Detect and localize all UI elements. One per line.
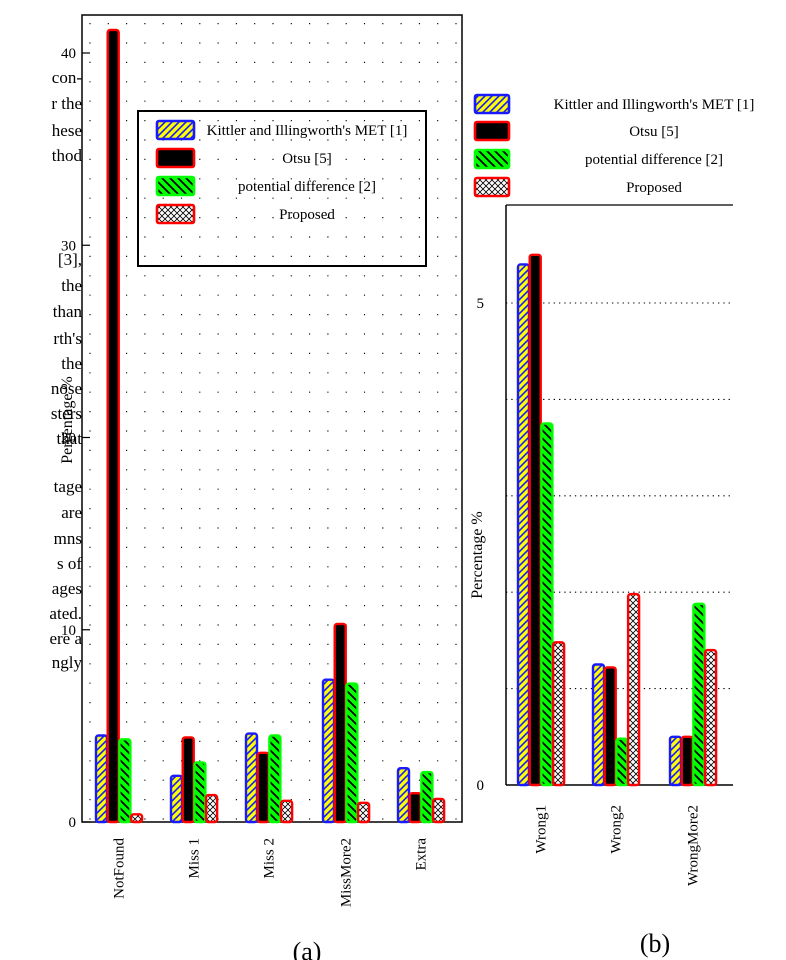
bar [626, 592, 641, 787]
background-text-line: con- [51, 68, 82, 87]
background-text-line: ere a [49, 629, 82, 648]
x-tick-label: NotFound [111, 838, 127, 899]
background-text-line: ated. [49, 604, 82, 623]
background-text-line: ages [51, 579, 82, 598]
background-text-line: ngly [51, 653, 82, 672]
background-text-line: thod [51, 146, 82, 165]
bar [94, 734, 109, 824]
chart-a-y-ticks: 0 10 20 30 40 [61, 46, 90, 831]
y-tick-label: 20 [61, 431, 76, 447]
background-text-line: are [61, 503, 82, 522]
chart-a-legend: Kittler and Illingworth's MET [1] Otsu [5… [137, 110, 427, 267]
chart-a-bars [94, 28, 446, 824]
chart-b-x-labels: Wrong1 Wrong2 WrongMore2 [533, 805, 701, 886]
background-text-line: nose [50, 379, 82, 398]
legend-label: potential difference [2] [238, 179, 376, 195]
y-tick-label: 0 [477, 778, 485, 794]
legend-swatch [473, 148, 511, 170]
y-tick-label: 40 [61, 46, 76, 62]
x-tick-label: WrongMore2 [685, 805, 701, 886]
background-text-line: hese [51, 121, 82, 140]
bar [169, 774, 184, 824]
chart-b-caption: (b) [640, 929, 670, 958]
bar [603, 666, 617, 787]
y-tick-label: 0 [69, 815, 77, 831]
chart-b-bars [516, 253, 718, 787]
bar [591, 663, 606, 787]
background-text-line: the [61, 354, 82, 373]
background-text-line: that [56, 429, 83, 448]
background-text-line: s of [56, 554, 82, 573]
legend-swatch [473, 93, 511, 115]
bar [396, 766, 411, 824]
legend-swatch [155, 147, 196, 169]
bar [118, 738, 132, 824]
bar [528, 253, 542, 787]
background-text-line: than [52, 302, 82, 321]
background-text-line: mns [53, 529, 82, 548]
bar [540, 422, 554, 787]
bar [256, 751, 270, 824]
x-tick-label: Wrong1 [533, 805, 549, 854]
legend-swatch [155, 119, 196, 141]
x-tick-label: Miss 2 [261, 838, 277, 878]
bar [680, 735, 694, 787]
background-text-line: r the [51, 94, 82, 113]
chart-a-x-labels: NotFound Miss 1 Miss 2 MissMore2 Extra [111, 838, 429, 908]
legend-swatch [473, 120, 511, 142]
bar [321, 678, 336, 824]
bar [703, 648, 718, 787]
chart-a: 0 10 20 30 40 NotFound Miss 1 Miss 2 MissMore2 E… [59, 14, 463, 960]
chart-a-caption: (a) [293, 937, 322, 960]
y-tick-label: 5 [477, 296, 485, 312]
y-tick-label: 30 [61, 238, 76, 254]
x-tick-label: Miss 1 [186, 838, 202, 878]
x-tick-label: Wrong2 [608, 805, 624, 854]
bar [431, 797, 446, 824]
legend-swatch [473, 176, 511, 198]
bar [268, 734, 282, 824]
background-text-line: [3], [57, 250, 82, 269]
bar [345, 682, 359, 824]
bar [244, 732, 259, 824]
bar [692, 602, 706, 787]
legend-swatch [155, 175, 196, 197]
bar [551, 641, 566, 787]
chart-b-legend: Kittler and Illingworth's MET [1] Otsu [5… [473, 93, 755, 198]
background-text-line: tage [53, 477, 82, 496]
bar [668, 735, 683, 787]
chart-b: Kittler and Illingworth's MET [1] Otsu [5… [469, 93, 755, 958]
legend-swatch [155, 203, 196, 225]
bar [204, 793, 219, 824]
bar [615, 737, 629, 787]
x-tick-label: Extra [413, 838, 429, 871]
bar [356, 801, 371, 824]
legend-label: Proposed [279, 207, 335, 223]
legend-label: Otsu [5] [282, 151, 332, 167]
chart-a-y-axis-label: Percentage % [59, 376, 76, 464]
x-tick-label: MissMore2 [338, 838, 354, 907]
chart-b-y-axis-label: Percentage % [469, 511, 486, 599]
bar [181, 736, 195, 824]
bar [106, 28, 120, 824]
legend-label: Kittler and Illingworth's MET [1] [207, 123, 408, 139]
background-text-line: rth's [53, 329, 82, 348]
bar [193, 761, 207, 824]
legend-label: Proposed [626, 180, 682, 196]
legend-label: Kittler and Illingworth's MET [1] [554, 97, 755, 113]
chart-a-legend-box [137, 110, 427, 267]
legend-label: potential difference [2] [585, 152, 723, 168]
legend-label: Otsu [5] [629, 124, 679, 140]
bar [408, 791, 422, 824]
bar [420, 770, 434, 824]
background-text-line: the [61, 276, 82, 295]
chart-b-y-ticks: 05 [477, 296, 485, 794]
y-tick-label: 10 [61, 623, 76, 639]
bar [516, 263, 531, 787]
bar [279, 799, 294, 824]
background-text-line: sters [50, 404, 82, 423]
bar [333, 622, 347, 824]
bar [129, 813, 144, 824]
